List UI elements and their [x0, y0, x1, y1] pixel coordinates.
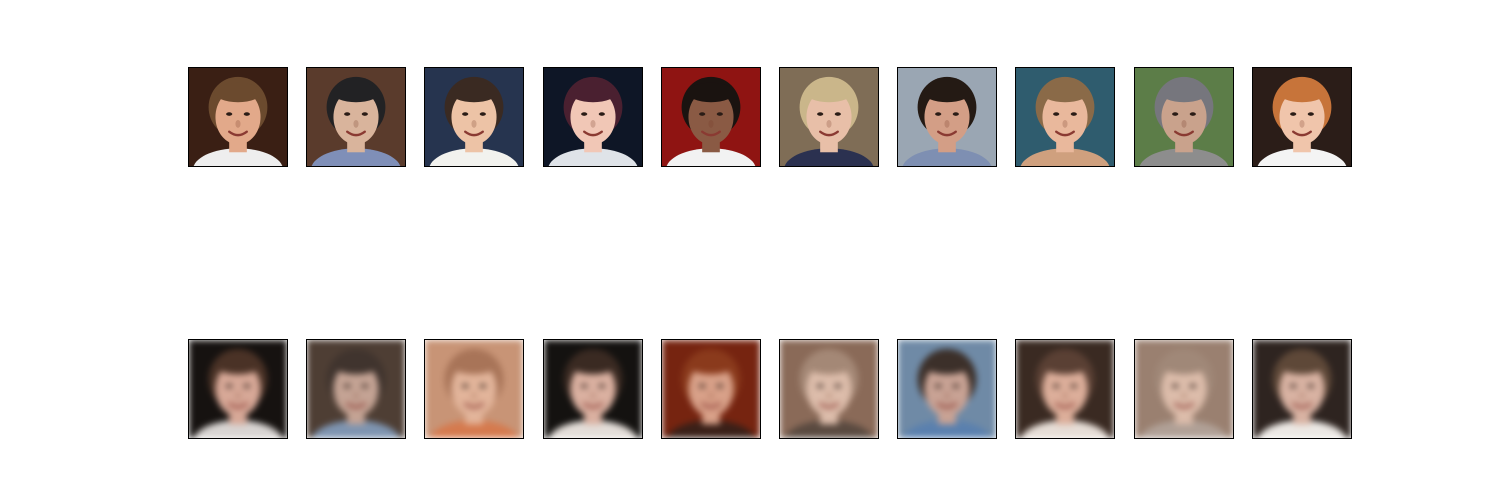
blurry-face-icon [307, 340, 406, 438]
blurry-face-icon [898, 340, 997, 438]
face-photo-icon [307, 68, 406, 166]
reconstructed-face-5 [660, 339, 761, 439]
blurry-face-icon [425, 340, 524, 438]
original-face-6 [779, 67, 879, 167]
reconstructed-face-10 [1251, 339, 1352, 439]
face-photo-icon [1134, 68, 1233, 166]
original-face-9 [1133, 67, 1234, 167]
original-faces-row [0, 67, 1500, 167]
original-face-2 [306, 67, 407, 167]
blurry-face-icon [189, 340, 287, 438]
face-photo-icon [898, 68, 997, 166]
original-face-3 [424, 67, 525, 167]
reconstructed-face-1 [188, 339, 288, 439]
reconstructed-face-4 [542, 339, 643, 439]
blurry-face-icon [780, 340, 878, 438]
original-face-7 [897, 67, 998, 167]
original-face-1 [188, 67, 288, 167]
reconstructed-faces-row [0, 339, 1500, 439]
face-photo-icon [543, 68, 642, 166]
original-face-8 [1015, 67, 1116, 167]
face-photo-icon [661, 68, 760, 166]
reconstructed-face-3 [424, 339, 525, 439]
reconstructed-face-6 [779, 339, 879, 439]
face-photo-icon [1252, 68, 1351, 166]
blurry-face-icon [1016, 340, 1115, 438]
reconstructed-face-2 [306, 339, 407, 439]
original-face-10 [1251, 67, 1352, 167]
blurry-face-icon [1134, 340, 1233, 438]
blurry-face-icon [661, 340, 760, 438]
original-face-4 [542, 67, 643, 167]
blurry-face-icon [1252, 340, 1351, 438]
face-photo-icon [1016, 68, 1115, 166]
face-photo-icon [189, 68, 287, 166]
blurry-face-icon [543, 340, 642, 438]
reconstructed-face-9 [1133, 339, 1234, 439]
reconstructed-face-7 [897, 339, 998, 439]
face-photo-icon [780, 68, 878, 166]
face-photo-icon [425, 68, 524, 166]
original-face-5 [660, 67, 761, 167]
reconstructed-face-8 [1015, 339, 1116, 439]
